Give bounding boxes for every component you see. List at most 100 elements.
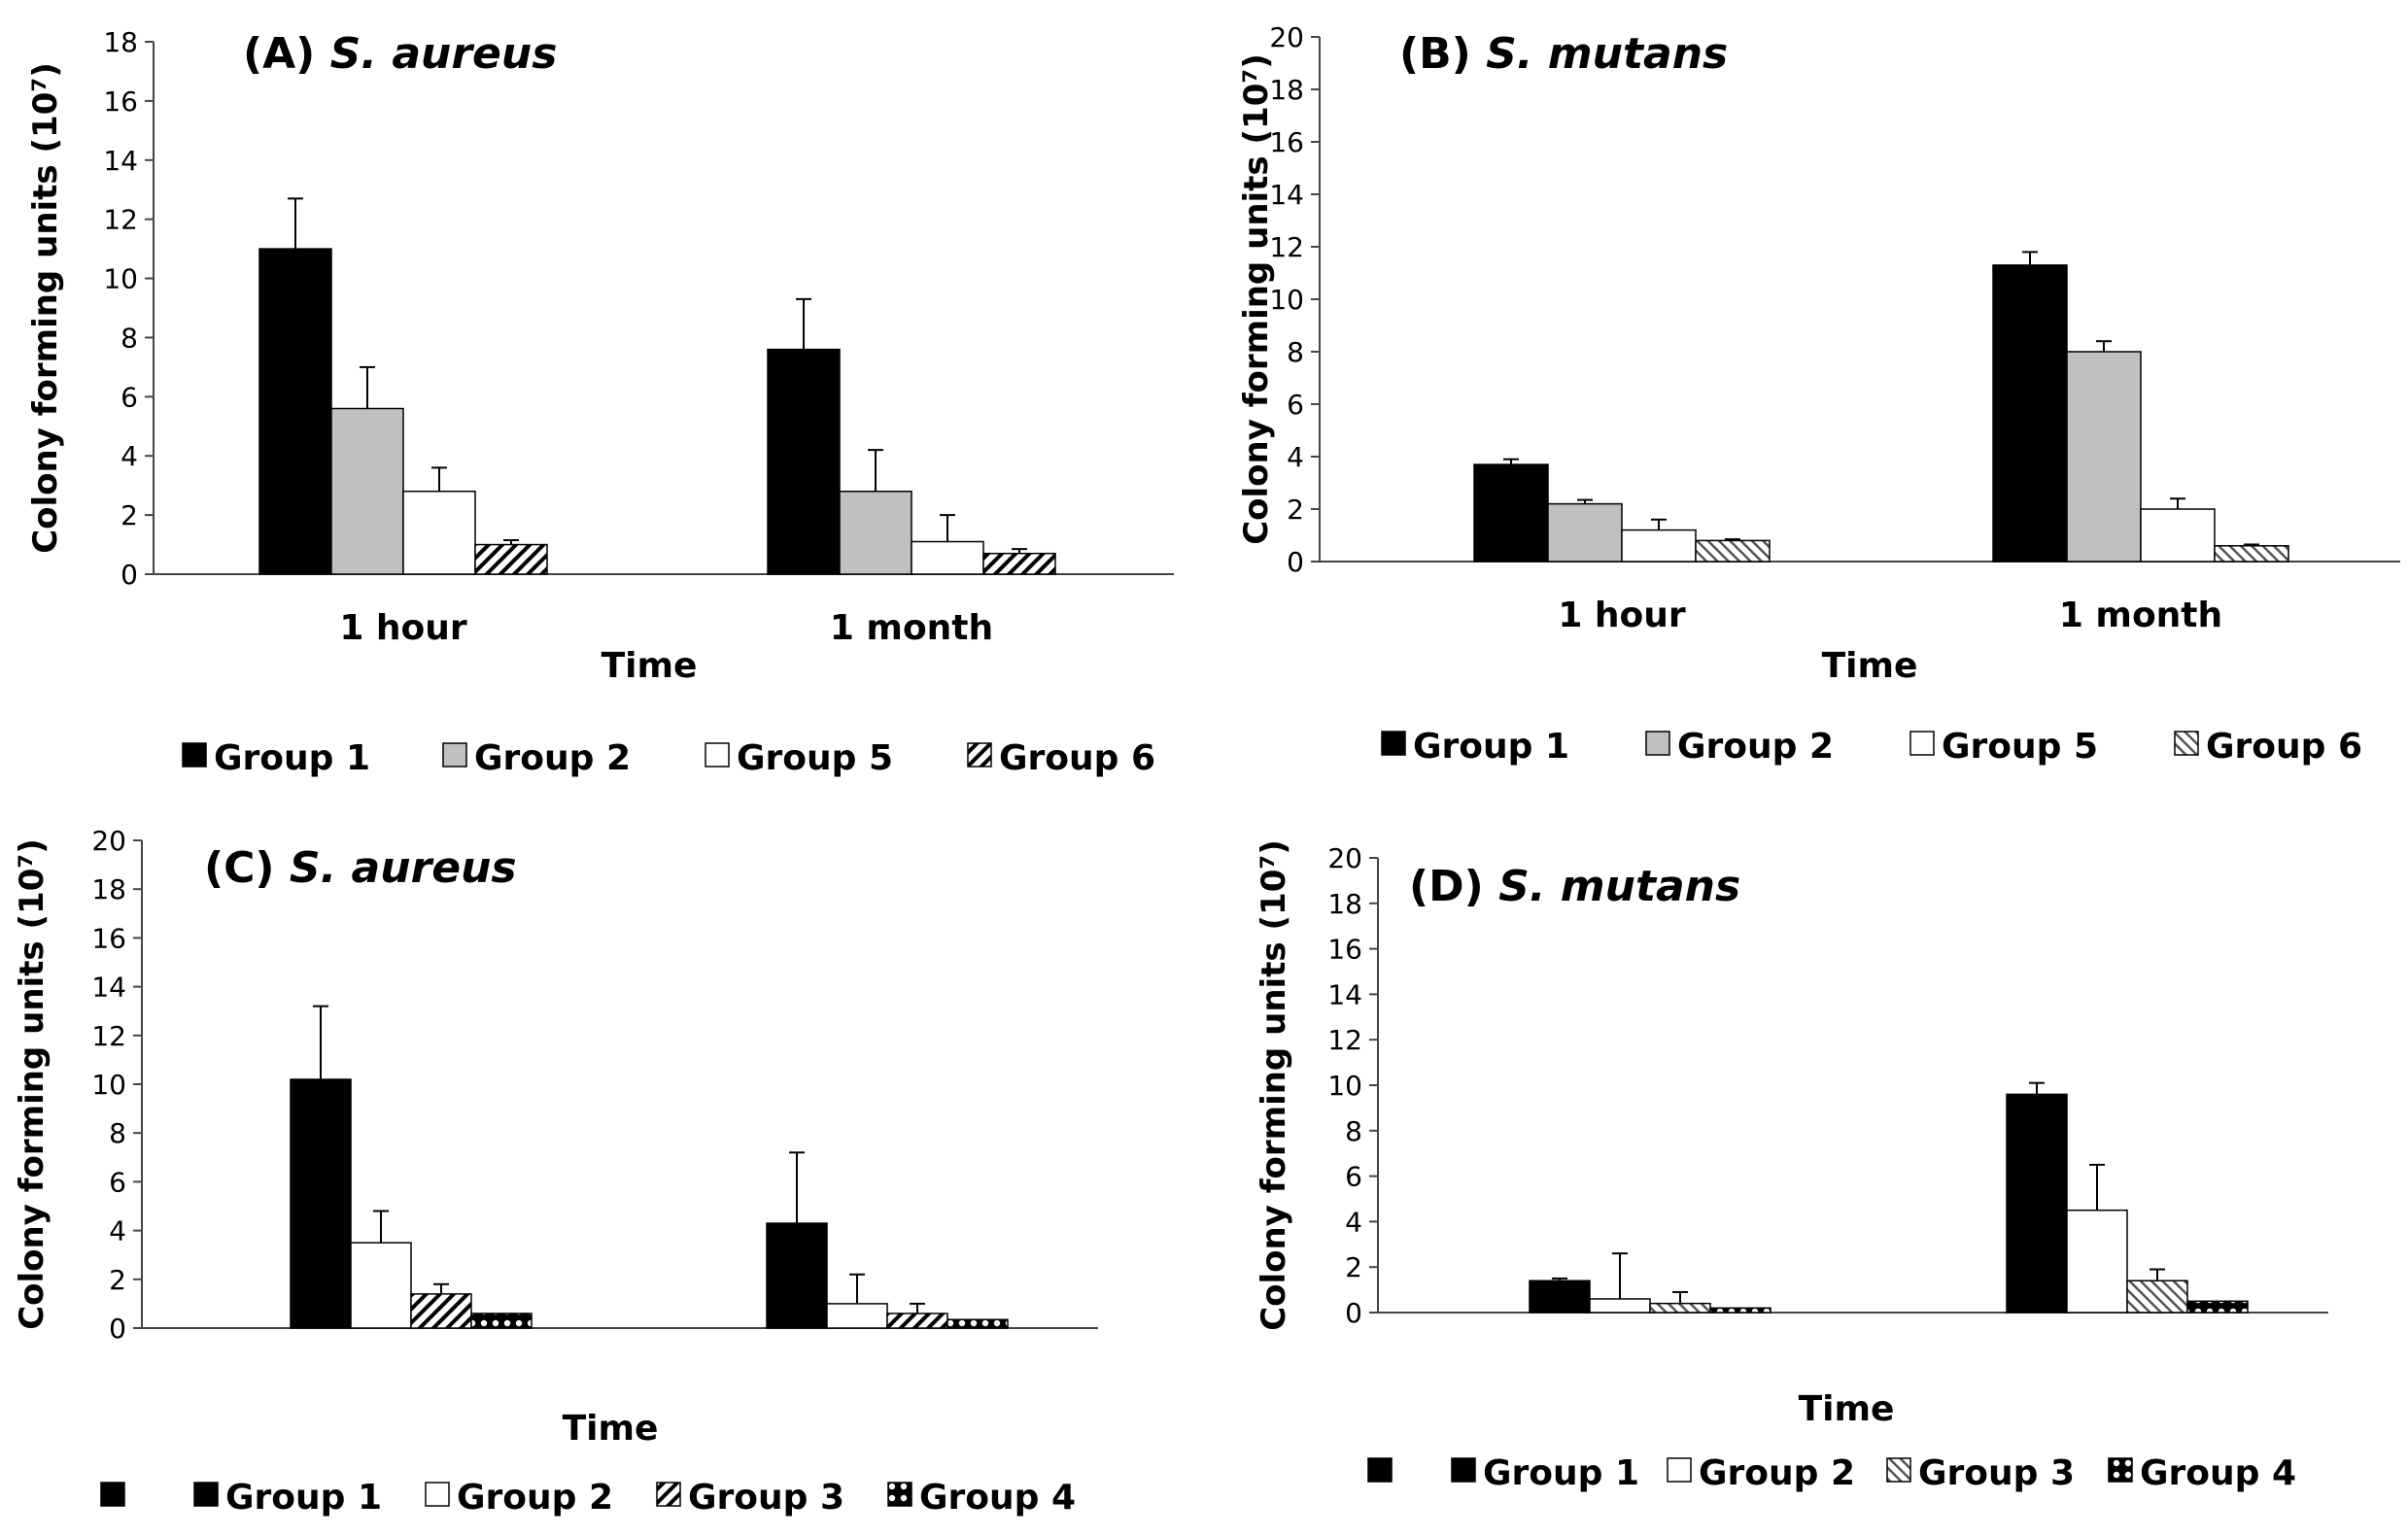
legend: Group 1 Group 2 Group 3 Group 4: [100, 1478, 1076, 1518]
bar-group-6-2: [982, 552, 1056, 575]
legend: Group 1 Group 2 Group 5 Group 6: [1381, 727, 2362, 767]
legend-swatch: [967, 742, 992, 768]
legend-label: Group 2: [1699, 1453, 1855, 1493]
y-tick-label: 18: [103, 26, 138, 58]
bar-group-4-2: [2186, 1300, 2249, 1314]
y-tick-label: 4: [1287, 441, 1304, 473]
bar-group-2-1: [330, 407, 404, 575]
y-tick-label: 12: [1269, 231, 1304, 263]
y-tick-label: 12: [1327, 1024, 1362, 1056]
legend-label: Group 1: [225, 1478, 382, 1518]
y-tick-label: 2: [1287, 494, 1304, 526]
legend-swatch: [656, 1482, 681, 1507]
y-axis-title: Colony forming units (10⁷): [13, 838, 52, 1330]
bar-group-3-1: [410, 1293, 472, 1329]
bar-group-1-1: [290, 1078, 352, 1329]
y-tick-label: 14: [1327, 978, 1362, 1010]
legend-swatch: [425, 1482, 450, 1507]
y-tick-label: 8: [1287, 336, 1304, 368]
legend-swatch: [193, 1482, 219, 1507]
legend-swatch: [1451, 1457, 1476, 1483]
bar-group-5-2: [911, 540, 984, 575]
y-tick-label: 4: [109, 1215, 126, 1247]
y-tick-label: 4: [120, 440, 138, 472]
y-tick-label: 18: [91, 873, 126, 905]
bar-group-2-2: [826, 1303, 888, 1329]
chart-panel-b: 0 2 4 6 8 10 12 14 16 18 20 1 hour 1 month Time Colony…: [1237, 21, 2400, 767]
chart-panel-c: 0 2 4 6 8 10 12 14 16 18 20 Time Colony forming unit…: [13, 825, 1098, 1518]
legend-swatch: [182, 742, 207, 768]
chart-panel-d: 0 2 4 6 8 10 12 14 16 18 20 Time Colony forming unit…: [1255, 839, 2328, 1493]
bar-group-5-2: [2140, 508, 2216, 563]
legend-swatch: [1381, 731, 1406, 756]
y-tick-label: 12: [103, 204, 138, 236]
legend-label: Group 6: [2206, 727, 2362, 767]
bar-group-3-2: [886, 1313, 948, 1329]
y-tick-label: 8: [120, 322, 138, 354]
legend-swatch: [442, 742, 467, 768]
bar-group-6-1: [474, 543, 548, 575]
y-tick-label: 16: [91, 922, 126, 954]
x-axis-title: Time: [1799, 1389, 1895, 1429]
y-tick-label: 6: [120, 381, 138, 413]
bar-group-1-2: [767, 348, 841, 575]
bar-group-6-1: [1695, 539, 1771, 563]
y-tick-label: 12: [91, 1020, 126, 1052]
bar-group-2-1: [350, 1242, 412, 1329]
y-tick-label: 6: [1345, 1161, 1362, 1193]
y-tick-label: 10: [1269, 284, 1304, 316]
x-category-label: 1 hour: [1558, 596, 1686, 635]
y-tick-label: 14: [1269, 179, 1304, 211]
legend: Group 1 Group 2 Group 5 Group 6: [182, 738, 1155, 778]
bar-group-1-1: [258, 248, 332, 575]
chart-title: (C) S. aureus: [204, 843, 517, 893]
y-tick-label: 20: [1269, 21, 1304, 53]
legend-label: Group 2: [457, 1478, 613, 1518]
bar-group-1-2: [1992, 264, 2068, 563]
bar-group-5-1: [402, 491, 476, 575]
legend-label: Group 4: [919, 1478, 1076, 1518]
y-tick-label: 2: [120, 499, 138, 531]
y-tick-label: 10: [103, 263, 138, 295]
y-tick-label: 14: [103, 145, 138, 177]
bar-group-2-2: [2066, 351, 2142, 563]
x-axis-title: Time: [1822, 646, 1918, 686]
bar-group-5-1: [1621, 529, 1697, 563]
y-tick-label: 14: [91, 972, 126, 1004]
y-tick-label: 0: [120, 559, 138, 591]
legend-label: Group 1: [214, 738, 370, 778]
bar-group-1-2: [766, 1222, 828, 1329]
legend-swatch: [887, 1482, 912, 1507]
y-tick-label: 16: [1269, 126, 1304, 158]
legend-label: Group 1: [1483, 1453, 1639, 1493]
y-tick-label: 8: [109, 1117, 126, 1149]
bar-group-3-1: [1649, 1302, 1711, 1314]
legend-label: Group 5: [737, 738, 893, 778]
legend-label: Group 4: [2140, 1453, 2296, 1493]
chart-title: (A) S. aureus: [243, 29, 557, 79]
legend-label: Group 2: [1677, 727, 1834, 767]
legend-swatch: [2174, 731, 2199, 756]
legend-label: Group 6: [999, 738, 1155, 778]
y-tick-label: 18: [1327, 888, 1362, 920]
y-tick-label: 6: [1287, 389, 1304, 421]
y-tick-label: 4: [1345, 1206, 1362, 1238]
legend-swatch-unlabeled: [100, 1482, 125, 1507]
x-category-label: 1 month: [2059, 596, 2222, 635]
y-tick-label: 2: [109, 1264, 126, 1296]
x-axis-title: Time: [602, 646, 698, 686]
legend-swatch-unlabeled: [1367, 1457, 1393, 1483]
bar-group-1-2: [2006, 1093, 2068, 1314]
bar-group-2-1: [1547, 502, 1623, 563]
legend-label: Group 3: [688, 1478, 844, 1518]
legend-label: Group 2: [474, 738, 631, 778]
bar-group-2-2: [2066, 1209, 2128, 1314]
legend-swatch: [705, 742, 730, 768]
bar-group-1-1: [1473, 463, 1549, 563]
legend: Group 1 Group 2 Group 3 Group 4: [1367, 1453, 2296, 1493]
bar-group-1-1: [1529, 1280, 1591, 1314]
legend-swatch: [1645, 731, 1670, 756]
legend-label: Group 3: [1918, 1453, 2075, 1493]
y-tick-label: 16: [1327, 934, 1362, 966]
